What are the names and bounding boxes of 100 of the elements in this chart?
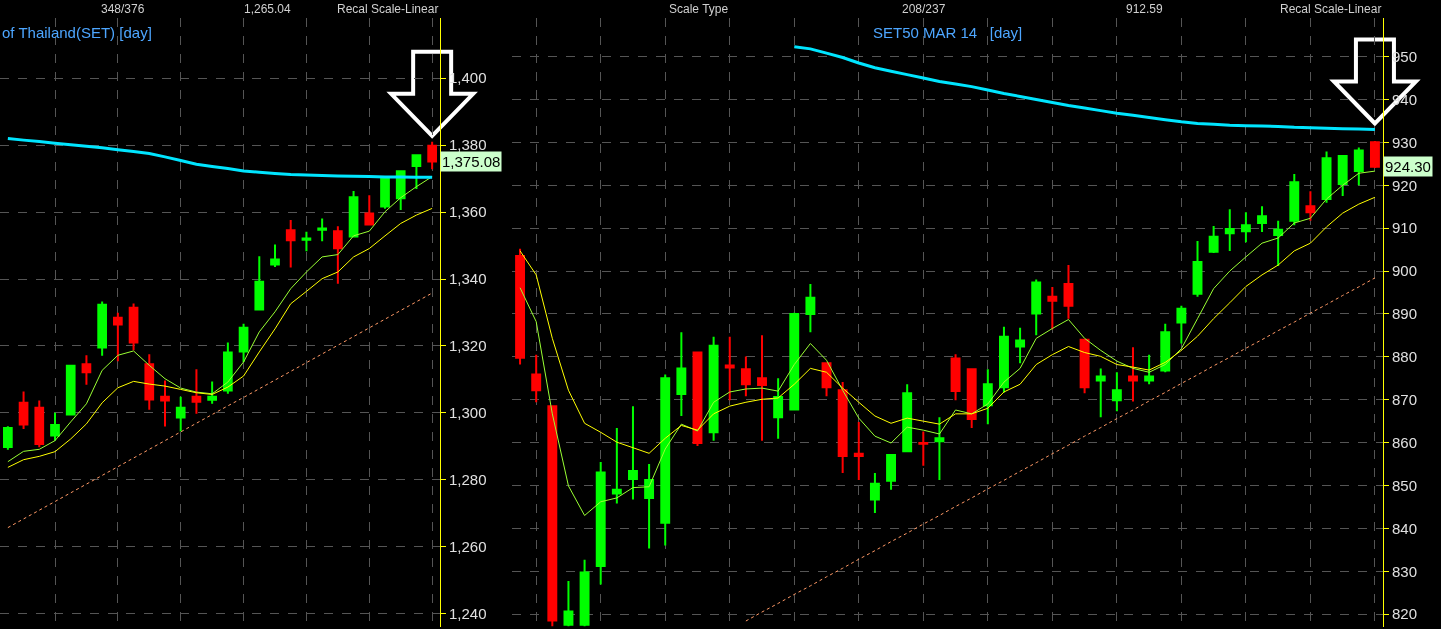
candlestick [1015, 326, 1026, 365]
candlestick [97, 300, 107, 357]
candlestick [1273, 219, 1284, 267]
candlestick [34, 399, 45, 449]
candlestick [708, 335, 719, 442]
candlestick [1095, 367, 1106, 419]
candlestick [50, 411, 60, 442]
candlestick [113, 311, 123, 363]
candlestick [238, 322, 249, 363]
candlestick [175, 395, 186, 433]
y-tick-label: 1,380 [449, 136, 487, 154]
y-tick-label: 820 [1392, 605, 1418, 623]
y-tick-label: 870 [1392, 390, 1418, 408]
candlestick [1128, 346, 1138, 403]
candlestick [254, 255, 265, 311]
chart-title: SET50 MAR 14 [day] [873, 24, 1023, 41]
candlestick [1305, 190, 1316, 222]
line-series [792, 45, 1377, 132]
candlestick [934, 416, 945, 481]
candlestick [757, 334, 767, 442]
candlestick [364, 194, 375, 226]
candlestick [886, 454, 896, 491]
text: 924.30 [1385, 158, 1431, 175]
text: 348/376 [101, 2, 145, 16]
candlestick [380, 176, 390, 210]
text: 1,265.04 [244, 2, 292, 16]
candlestick [724, 335, 735, 402]
y-tick-label: 880 [1392, 348, 1418, 366]
candlestick [1240, 211, 1251, 244]
y-tick-label: 1,340 [449, 270, 487, 288]
candlestick [18, 390, 29, 430]
y-tick-label: 1,300 [449, 404, 487, 422]
candlestick [853, 421, 864, 481]
candlestick [285, 219, 296, 269]
candlestick [999, 325, 1009, 394]
candlestick [1079, 338, 1090, 395]
candlestick [128, 302, 139, 352]
candlestick [1224, 208, 1235, 252]
candlestick [191, 368, 202, 415]
line-series [745, 277, 1376, 622]
text: 208/237 [902, 2, 946, 16]
candlestick [950, 353, 961, 402]
candlestick [902, 383, 913, 453]
text: Recal Scale-Linear [1280, 2, 1382, 16]
y-tick-label: 920 [1392, 176, 1418, 194]
candlestick [595, 460, 606, 586]
candlestick [676, 331, 687, 417]
y-tick-label: 900 [1392, 262, 1418, 280]
candlestick [1257, 205, 1267, 234]
candlestick [3, 425, 13, 451]
line-series [6, 136, 434, 179]
candlestick [1353, 146, 1364, 187]
candlestick [628, 405, 638, 501]
line-series [7, 292, 433, 529]
y-tick-label: 850 [1392, 476, 1418, 494]
text: Scale Type [669, 2, 729, 16]
candlestick [1144, 353, 1155, 386]
candlestick [611, 427, 622, 505]
candlestick [301, 230, 312, 253]
y-tick-label: 1,240 [449, 604, 487, 622]
candlestick [1176, 304, 1187, 345]
candlestick [644, 463, 655, 550]
candlestick [1160, 322, 1171, 374]
candlestick [411, 154, 422, 190]
y-tick-label: 830 [1392, 562, 1418, 580]
candlestick [1063, 264, 1074, 320]
candlestick [160, 379, 170, 428]
candlestick [1208, 225, 1219, 255]
candlestick [65, 364, 76, 416]
candlestick [918, 430, 929, 467]
y-tick-label: 840 [1392, 519, 1418, 537]
y-tick-label: 890 [1392, 305, 1418, 323]
candlestick [563, 580, 574, 627]
candlestick [837, 381, 848, 475]
candlestick [547, 405, 558, 627]
candlestick [270, 243, 280, 268]
candlestick [144, 353, 155, 411]
candlestick [1031, 278, 1042, 337]
candlestick [207, 380, 217, 405]
candlestick [869, 472, 880, 514]
candlestick [579, 558, 590, 627]
y-tick-label: 910 [1392, 219, 1418, 237]
candlestick [1192, 240, 1203, 298]
candlestick [427, 140, 437, 171]
candlestick [1047, 285, 1058, 331]
text: 1,375.08 [442, 153, 501, 170]
candlestick [317, 217, 327, 243]
text: 912.59 [1126, 2, 1164, 16]
candlestick [982, 368, 993, 426]
candlestick [223, 341, 233, 395]
candlestick [515, 247, 526, 366]
candlestick [1337, 154, 1348, 197]
y-tick-label: 860 [1392, 433, 1418, 451]
candlestick [531, 353, 542, 404]
candlestick [966, 368, 977, 429]
y-tick-label: 930 [1392, 133, 1418, 151]
candlestick [805, 282, 816, 334]
y-tick-label: 1,360 [449, 203, 487, 221]
chart-title: of Thailand(SET) [day] [2, 24, 152, 41]
y-tick-label: 1,320 [449, 337, 487, 355]
